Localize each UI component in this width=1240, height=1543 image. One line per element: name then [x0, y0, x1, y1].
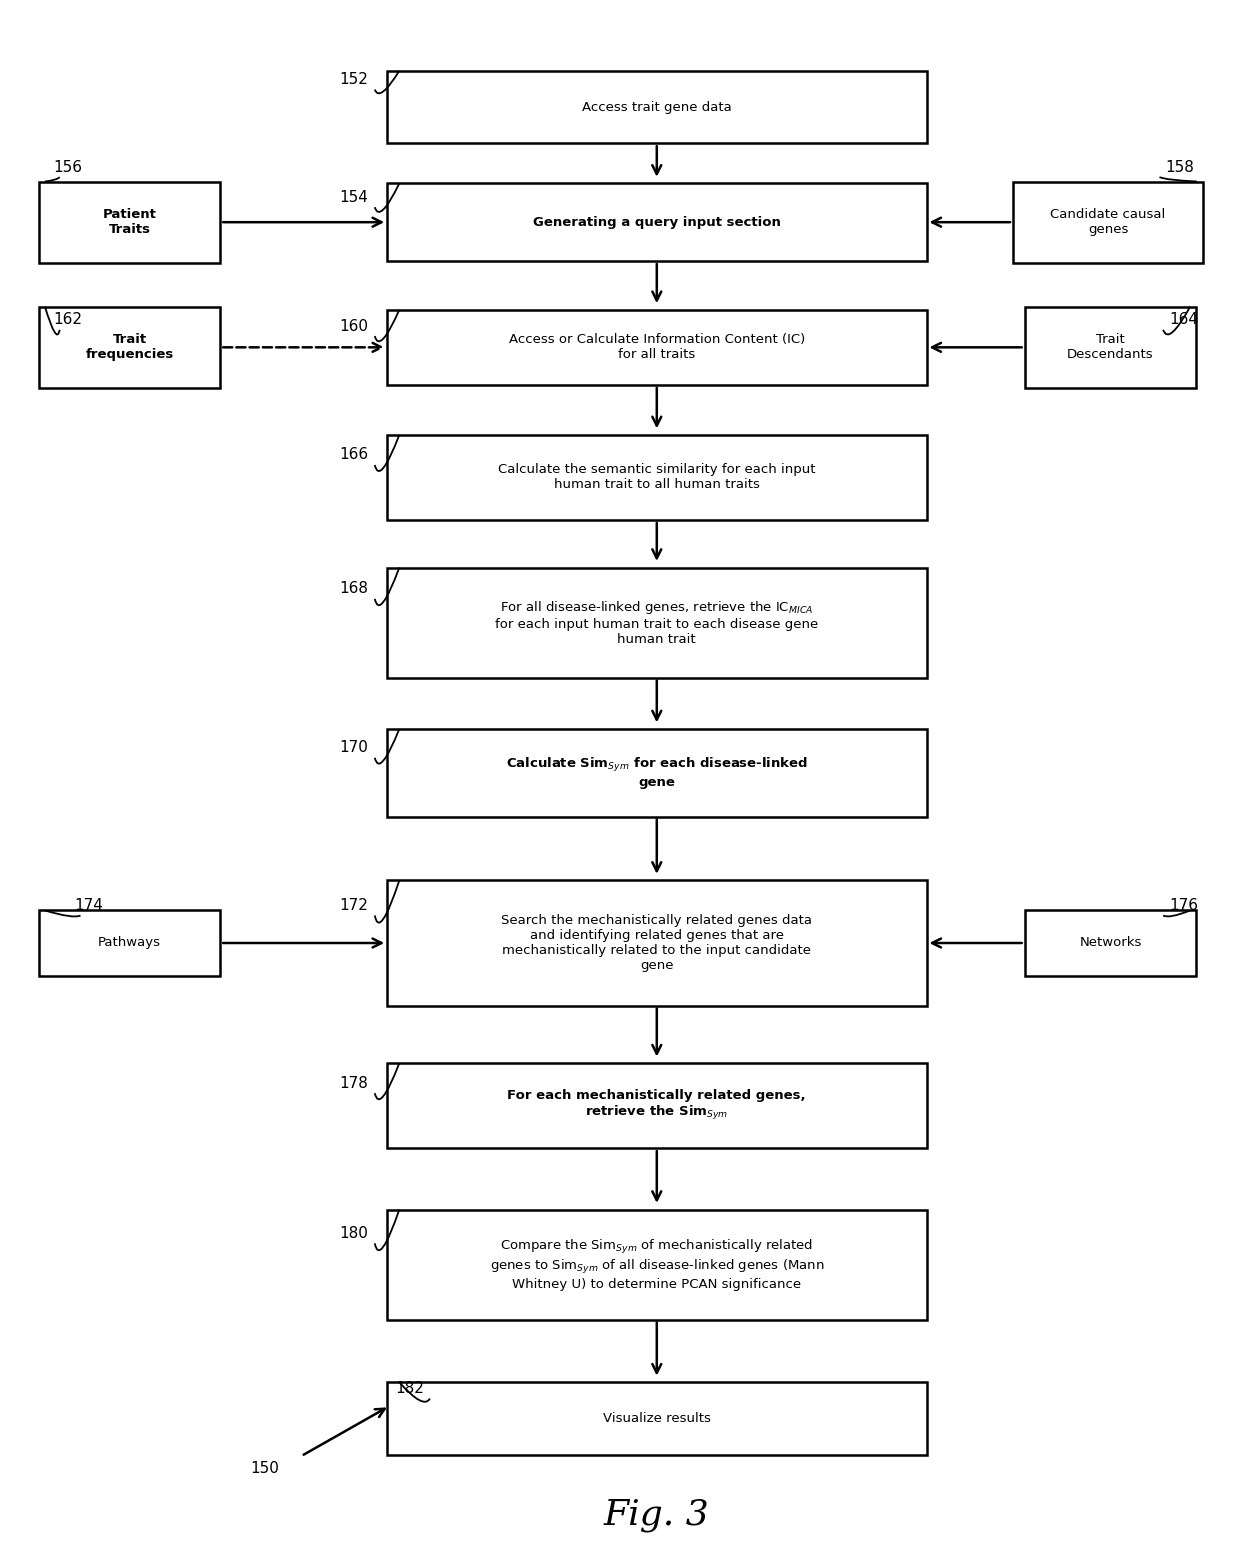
Text: Search the mechanistically related genes data
and identifying related genes that: Search the mechanistically related genes… — [501, 913, 812, 972]
Text: 166: 166 — [340, 447, 368, 463]
Text: Access or Calculate Information Content (IC)
for all traits: Access or Calculate Information Content … — [508, 333, 805, 361]
Text: 178: 178 — [340, 1075, 368, 1091]
FancyBboxPatch shape — [38, 910, 221, 975]
Text: 150: 150 — [250, 1461, 279, 1477]
Text: 180: 180 — [340, 1225, 368, 1241]
Text: Trait
frequencies: Trait frequencies — [86, 333, 174, 361]
Text: 176: 176 — [1169, 898, 1198, 913]
Text: Trait
Descendants: Trait Descendants — [1068, 333, 1153, 361]
Text: 182: 182 — [396, 1381, 424, 1396]
Text: 164: 164 — [1169, 312, 1198, 327]
FancyBboxPatch shape — [387, 184, 926, 261]
FancyBboxPatch shape — [387, 310, 926, 384]
Text: 162: 162 — [53, 312, 83, 327]
Text: 174: 174 — [74, 898, 103, 913]
FancyBboxPatch shape — [1024, 307, 1197, 387]
Text: 172: 172 — [340, 898, 368, 913]
Text: Networks: Networks — [1079, 937, 1142, 949]
FancyBboxPatch shape — [387, 881, 926, 1006]
FancyBboxPatch shape — [387, 728, 926, 816]
Text: 152: 152 — [340, 73, 368, 86]
Text: Compare the Sim$_{Sym}$ of mechanistically related
genes to Sim$_{Sym}$ of all d: Compare the Sim$_{Sym}$ of mechanistical… — [490, 1237, 825, 1291]
Text: Patient
Traits: Patient Traits — [103, 208, 156, 236]
FancyBboxPatch shape — [387, 1383, 926, 1455]
Text: Candidate causal
genes: Candidate causal genes — [1050, 208, 1166, 236]
Text: 158: 158 — [1166, 159, 1194, 174]
Text: For each mechanistically related genes,
retrieve the Sim$_{Sym}$: For each mechanistically related genes, … — [507, 1089, 806, 1122]
FancyBboxPatch shape — [1024, 910, 1197, 975]
Text: 168: 168 — [340, 582, 368, 596]
FancyBboxPatch shape — [387, 568, 926, 677]
Text: 160: 160 — [340, 318, 368, 333]
FancyBboxPatch shape — [38, 307, 221, 387]
Text: Fig. 3: Fig. 3 — [604, 1498, 709, 1532]
Text: Calculate Sim$_{Sym}$ for each disease-linked
gene: Calculate Sim$_{Sym}$ for each disease-l… — [506, 756, 807, 790]
FancyBboxPatch shape — [387, 435, 926, 520]
Text: Generating a query input section: Generating a query input section — [533, 216, 781, 228]
Text: 154: 154 — [340, 190, 368, 205]
Text: 170: 170 — [340, 741, 368, 755]
FancyBboxPatch shape — [387, 1210, 926, 1319]
FancyBboxPatch shape — [1013, 182, 1203, 262]
Text: Visualize results: Visualize results — [603, 1412, 711, 1426]
Text: Calculate the semantic similarity for each input
human trait to all human traits: Calculate the semantic similarity for ea… — [498, 463, 816, 492]
FancyBboxPatch shape — [38, 182, 221, 262]
Text: Access trait gene data: Access trait gene data — [582, 100, 732, 114]
Text: 156: 156 — [53, 159, 83, 174]
Text: Pathways: Pathways — [98, 937, 161, 949]
FancyBboxPatch shape — [387, 71, 926, 143]
Text: For all disease-linked genes, retrieve the IC$_{MICA}$
for each input human trai: For all disease-linked genes, retrieve t… — [495, 599, 818, 647]
FancyBboxPatch shape — [387, 1063, 926, 1148]
